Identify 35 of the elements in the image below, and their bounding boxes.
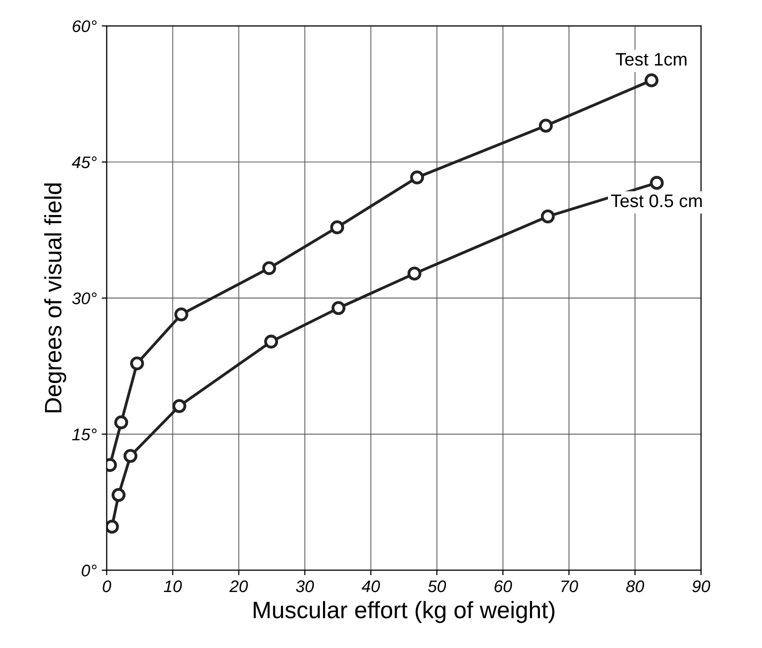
point <box>124 448 138 463</box>
x-tick-label: 30 <box>296 580 314 592</box>
x-tick-label: 10 <box>164 580 182 592</box>
point <box>538 118 553 133</box>
x-tick-label: 0 <box>102 580 112 592</box>
point <box>130 356 144 370</box>
y-tick-label: 15° <box>72 428 97 440</box>
point <box>540 209 555 224</box>
point <box>112 488 126 502</box>
point <box>172 399 186 413</box>
point <box>330 220 344 234</box>
x-tick-label: 80 <box>626 580 644 592</box>
x-tick-label: 20 <box>229 580 248 592</box>
x-tick-label: 70 <box>561 580 578 592</box>
x-tick-label: 40 <box>362 580 380 592</box>
point <box>410 170 424 184</box>
point <box>332 301 346 316</box>
y-tick-label: 60° <box>72 20 97 32</box>
series-label: Test 1cm <box>616 53 686 66</box>
point <box>650 176 664 190</box>
point <box>264 334 278 349</box>
x-tick-label: 50 <box>428 580 446 592</box>
point <box>407 266 422 281</box>
y-tick-label: 30° <box>72 292 97 304</box>
y-axis-title: Degrees of visual field <box>44 183 66 412</box>
x-tick-label: 90 <box>692 580 710 592</box>
y-tick-label: 45° <box>72 156 97 168</box>
point <box>114 415 128 430</box>
y-tick-label: 0° <box>82 564 97 576</box>
x-tick-label: 60 <box>494 580 512 592</box>
x-axis-title: Muscular effort (kg of weight) <box>254 601 554 624</box>
series-label: Test 0.5 cm <box>611 194 702 208</box>
point <box>174 307 188 322</box>
point <box>262 261 276 276</box>
point <box>644 73 658 88</box>
